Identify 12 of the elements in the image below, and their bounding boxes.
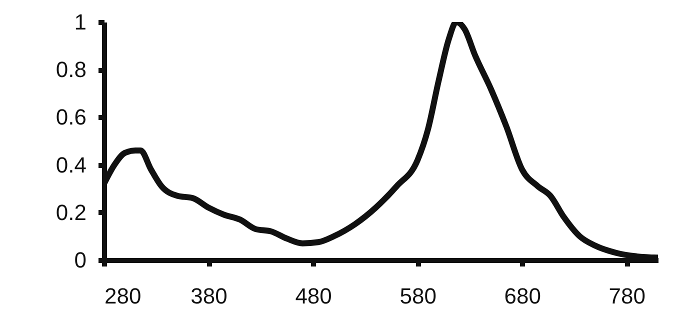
y-tick-label: 0 bbox=[74, 248, 86, 272]
x-tick-label: 280 bbox=[104, 284, 142, 308]
y-tick-label: 1 bbox=[74, 10, 86, 34]
x-tick-label: 380 bbox=[190, 284, 228, 308]
y-tick-label: 0.8 bbox=[56, 57, 86, 82]
y-tick-label: 0.6 bbox=[56, 104, 86, 130]
x-tick-label: 680 bbox=[504, 284, 541, 308]
y-tick-label: 0.2 bbox=[56, 200, 86, 225]
y-tick-label: 0.4 bbox=[56, 152, 86, 178]
x-tick-label: 480 bbox=[295, 284, 332, 308]
x-tick-label: 580 bbox=[400, 284, 436, 308]
x-tick-label: 780 bbox=[608, 284, 646, 308]
